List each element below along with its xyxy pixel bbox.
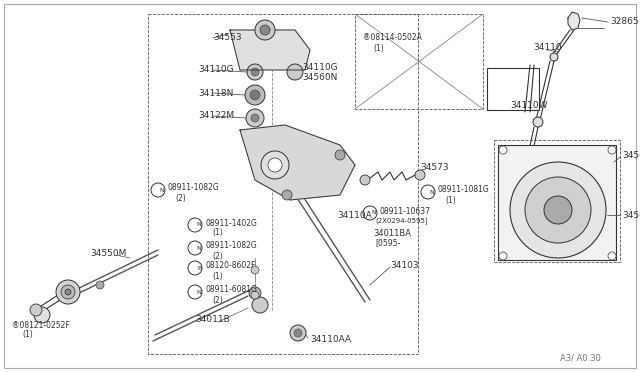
Text: A3/ A0.30: A3/ A0.30 [560, 353, 601, 362]
Circle shape [294, 329, 302, 337]
Text: 34110G: 34110G [302, 64, 338, 73]
Text: 08911-1082G: 08911-1082G [205, 241, 257, 250]
Text: (2): (2) [212, 251, 223, 260]
Circle shape [360, 175, 370, 185]
Circle shape [251, 68, 259, 76]
Text: 08911-1082G: 08911-1082G [168, 183, 220, 192]
Circle shape [65, 289, 71, 295]
Text: B: B [197, 266, 201, 270]
Text: 34122M: 34122M [198, 112, 234, 121]
Circle shape [246, 109, 264, 127]
Text: 34011BA: 34011BA [373, 228, 411, 237]
Circle shape [268, 158, 282, 172]
Circle shape [34, 307, 50, 323]
Bar [355, 14, 483, 109]
Circle shape [287, 64, 303, 80]
Text: N: N [196, 289, 202, 295]
Text: 34011B: 34011B [195, 315, 230, 324]
Circle shape [188, 218, 202, 232]
Text: (1): (1) [445, 196, 456, 205]
Circle shape [533, 117, 543, 127]
Text: 34110: 34110 [533, 44, 562, 52]
Text: 34110AA: 34110AA [310, 336, 351, 344]
Circle shape [251, 291, 259, 299]
Circle shape [250, 90, 260, 100]
Text: ®08121-0252F: ®08121-0252F [12, 321, 70, 330]
Circle shape [251, 266, 259, 274]
Bar [494, 140, 620, 262]
Circle shape [260, 25, 270, 35]
Text: 34118N: 34118N [198, 89, 234, 97]
Circle shape [335, 150, 345, 160]
Text: 32865: 32865 [610, 17, 639, 26]
Text: N: N [196, 246, 202, 250]
Text: 34565M: 34565M [622, 151, 640, 160]
Text: 34110W: 34110W [510, 100, 547, 109]
Text: 34103: 34103 [390, 260, 419, 269]
Text: N: N [196, 222, 202, 228]
Text: 34550M: 34550M [90, 248, 126, 257]
Circle shape [499, 146, 507, 154]
Circle shape [56, 280, 80, 304]
Text: ®08114-0502A: ®08114-0502A [363, 33, 422, 42]
Circle shape [421, 185, 435, 199]
Text: (2): (2) [175, 193, 186, 202]
Text: N: N [372, 211, 376, 215]
Polygon shape [568, 12, 580, 30]
Polygon shape [240, 125, 355, 200]
Circle shape [188, 261, 202, 275]
Text: 34110G: 34110G [198, 65, 234, 74]
Bar [487, 68, 539, 110]
Text: N: N [159, 187, 164, 192]
Text: 34565E: 34565E [622, 211, 640, 219]
Circle shape [249, 287, 261, 299]
Circle shape [261, 151, 289, 179]
Polygon shape [230, 30, 310, 70]
Text: (2): (2) [212, 295, 223, 305]
Circle shape [30, 304, 42, 316]
Text: 34560N: 34560N [302, 74, 337, 83]
Text: 08911-10637: 08911-10637 [380, 206, 431, 215]
Circle shape [255, 20, 275, 40]
Circle shape [608, 146, 616, 154]
Text: (1): (1) [22, 330, 33, 340]
Text: N: N [429, 189, 435, 195]
Circle shape [61, 285, 75, 299]
Circle shape [290, 325, 306, 341]
Circle shape [251, 114, 259, 122]
Text: 08911-1081G: 08911-1081G [438, 186, 490, 195]
Text: (1): (1) [212, 228, 223, 237]
Circle shape [282, 190, 292, 200]
Circle shape [499, 252, 507, 260]
Circle shape [245, 85, 265, 105]
Bar [498, 145, 616, 260]
Circle shape [363, 206, 377, 220]
Bar [148, 14, 418, 354]
Text: 34553: 34553 [213, 33, 242, 42]
Circle shape [525, 177, 591, 243]
Circle shape [151, 183, 165, 197]
Circle shape [510, 162, 606, 258]
Text: (1): (1) [212, 272, 223, 280]
Text: 08120-8602F: 08120-8602F [205, 262, 255, 270]
Circle shape [96, 281, 104, 289]
Text: 34573: 34573 [420, 164, 449, 173]
Text: (1): (1) [373, 44, 384, 52]
Circle shape [608, 252, 616, 260]
Circle shape [550, 53, 558, 61]
Circle shape [247, 64, 263, 80]
Circle shape [415, 170, 425, 180]
Text: 08911-6081G: 08911-6081G [205, 285, 257, 295]
Text: [0595-: [0595- [375, 238, 400, 247]
Text: 34110A: 34110A [337, 211, 372, 219]
Text: (2X0294-0595]: (2X0294-0595] [375, 218, 428, 224]
Circle shape [188, 285, 202, 299]
Circle shape [188, 241, 202, 255]
Circle shape [252, 297, 268, 313]
Circle shape [544, 196, 572, 224]
Text: 08911-1402G: 08911-1402G [205, 218, 257, 228]
